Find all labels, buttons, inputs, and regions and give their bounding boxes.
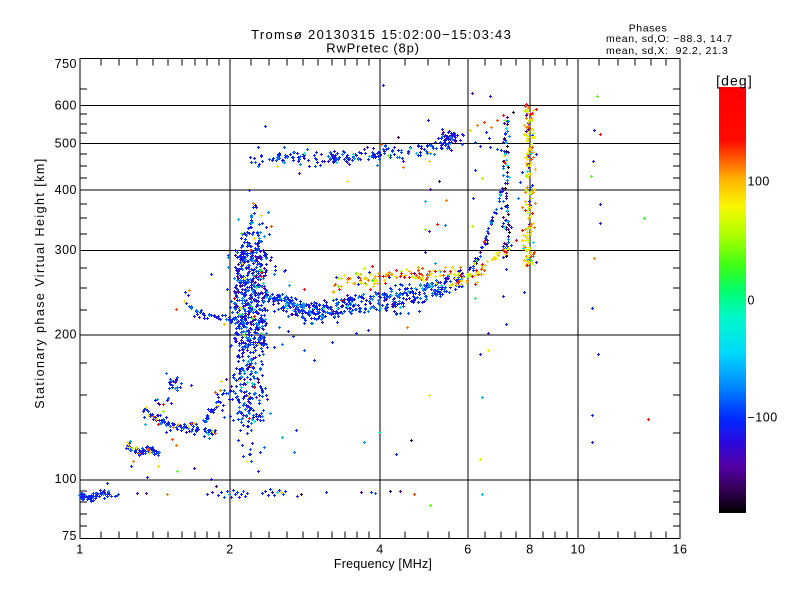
svg-text:750: 750 [55,57,77,71]
svg-text:16: 16 [673,543,688,557]
svg-text:[deg]: [deg] [716,73,753,89]
svg-text:200: 200 [55,328,77,342]
svg-text:600: 600 [55,99,77,113]
svg-text:mean, sd,O: −88.3, 14.7: mean, sd,O: −88.3, 14.7 [606,33,733,45]
svg-text:0: 0 [748,294,755,308]
svg-text:2: 2 [226,543,233,557]
svg-text:4: 4 [376,543,383,557]
svg-text:400: 400 [55,183,77,197]
svg-text:10: 10 [571,543,586,557]
svg-text:Tromsø 20130315 15:02:00−15:03: Tromsø 20130315 15:02:00−15:03:43 [251,27,512,42]
svg-text:mean, sd,X: 92.2, 21.3: mean, sd,X: 92.2, 21.3 [606,45,728,57]
svg-text:75: 75 [62,529,77,543]
svg-text:500: 500 [55,137,77,151]
svg-text:100: 100 [55,472,77,486]
svg-text:300: 300 [55,243,77,257]
svg-text:100: 100 [748,175,770,189]
svg-text:Stationary phase Virtual Heigh: Stationary phase Virtual Height [km] [33,157,47,408]
svg-text:1: 1 [76,543,83,557]
svg-text:RwPretec (8p): RwPretec (8p) [326,41,419,56]
svg-text:Phases: Phases [629,23,668,35]
svg-text:−100: −100 [748,411,778,425]
svg-text:8: 8 [526,543,533,557]
svg-text:Frequency [MHz]: Frequency [MHz] [334,557,432,571]
svg-text:6: 6 [464,543,471,557]
